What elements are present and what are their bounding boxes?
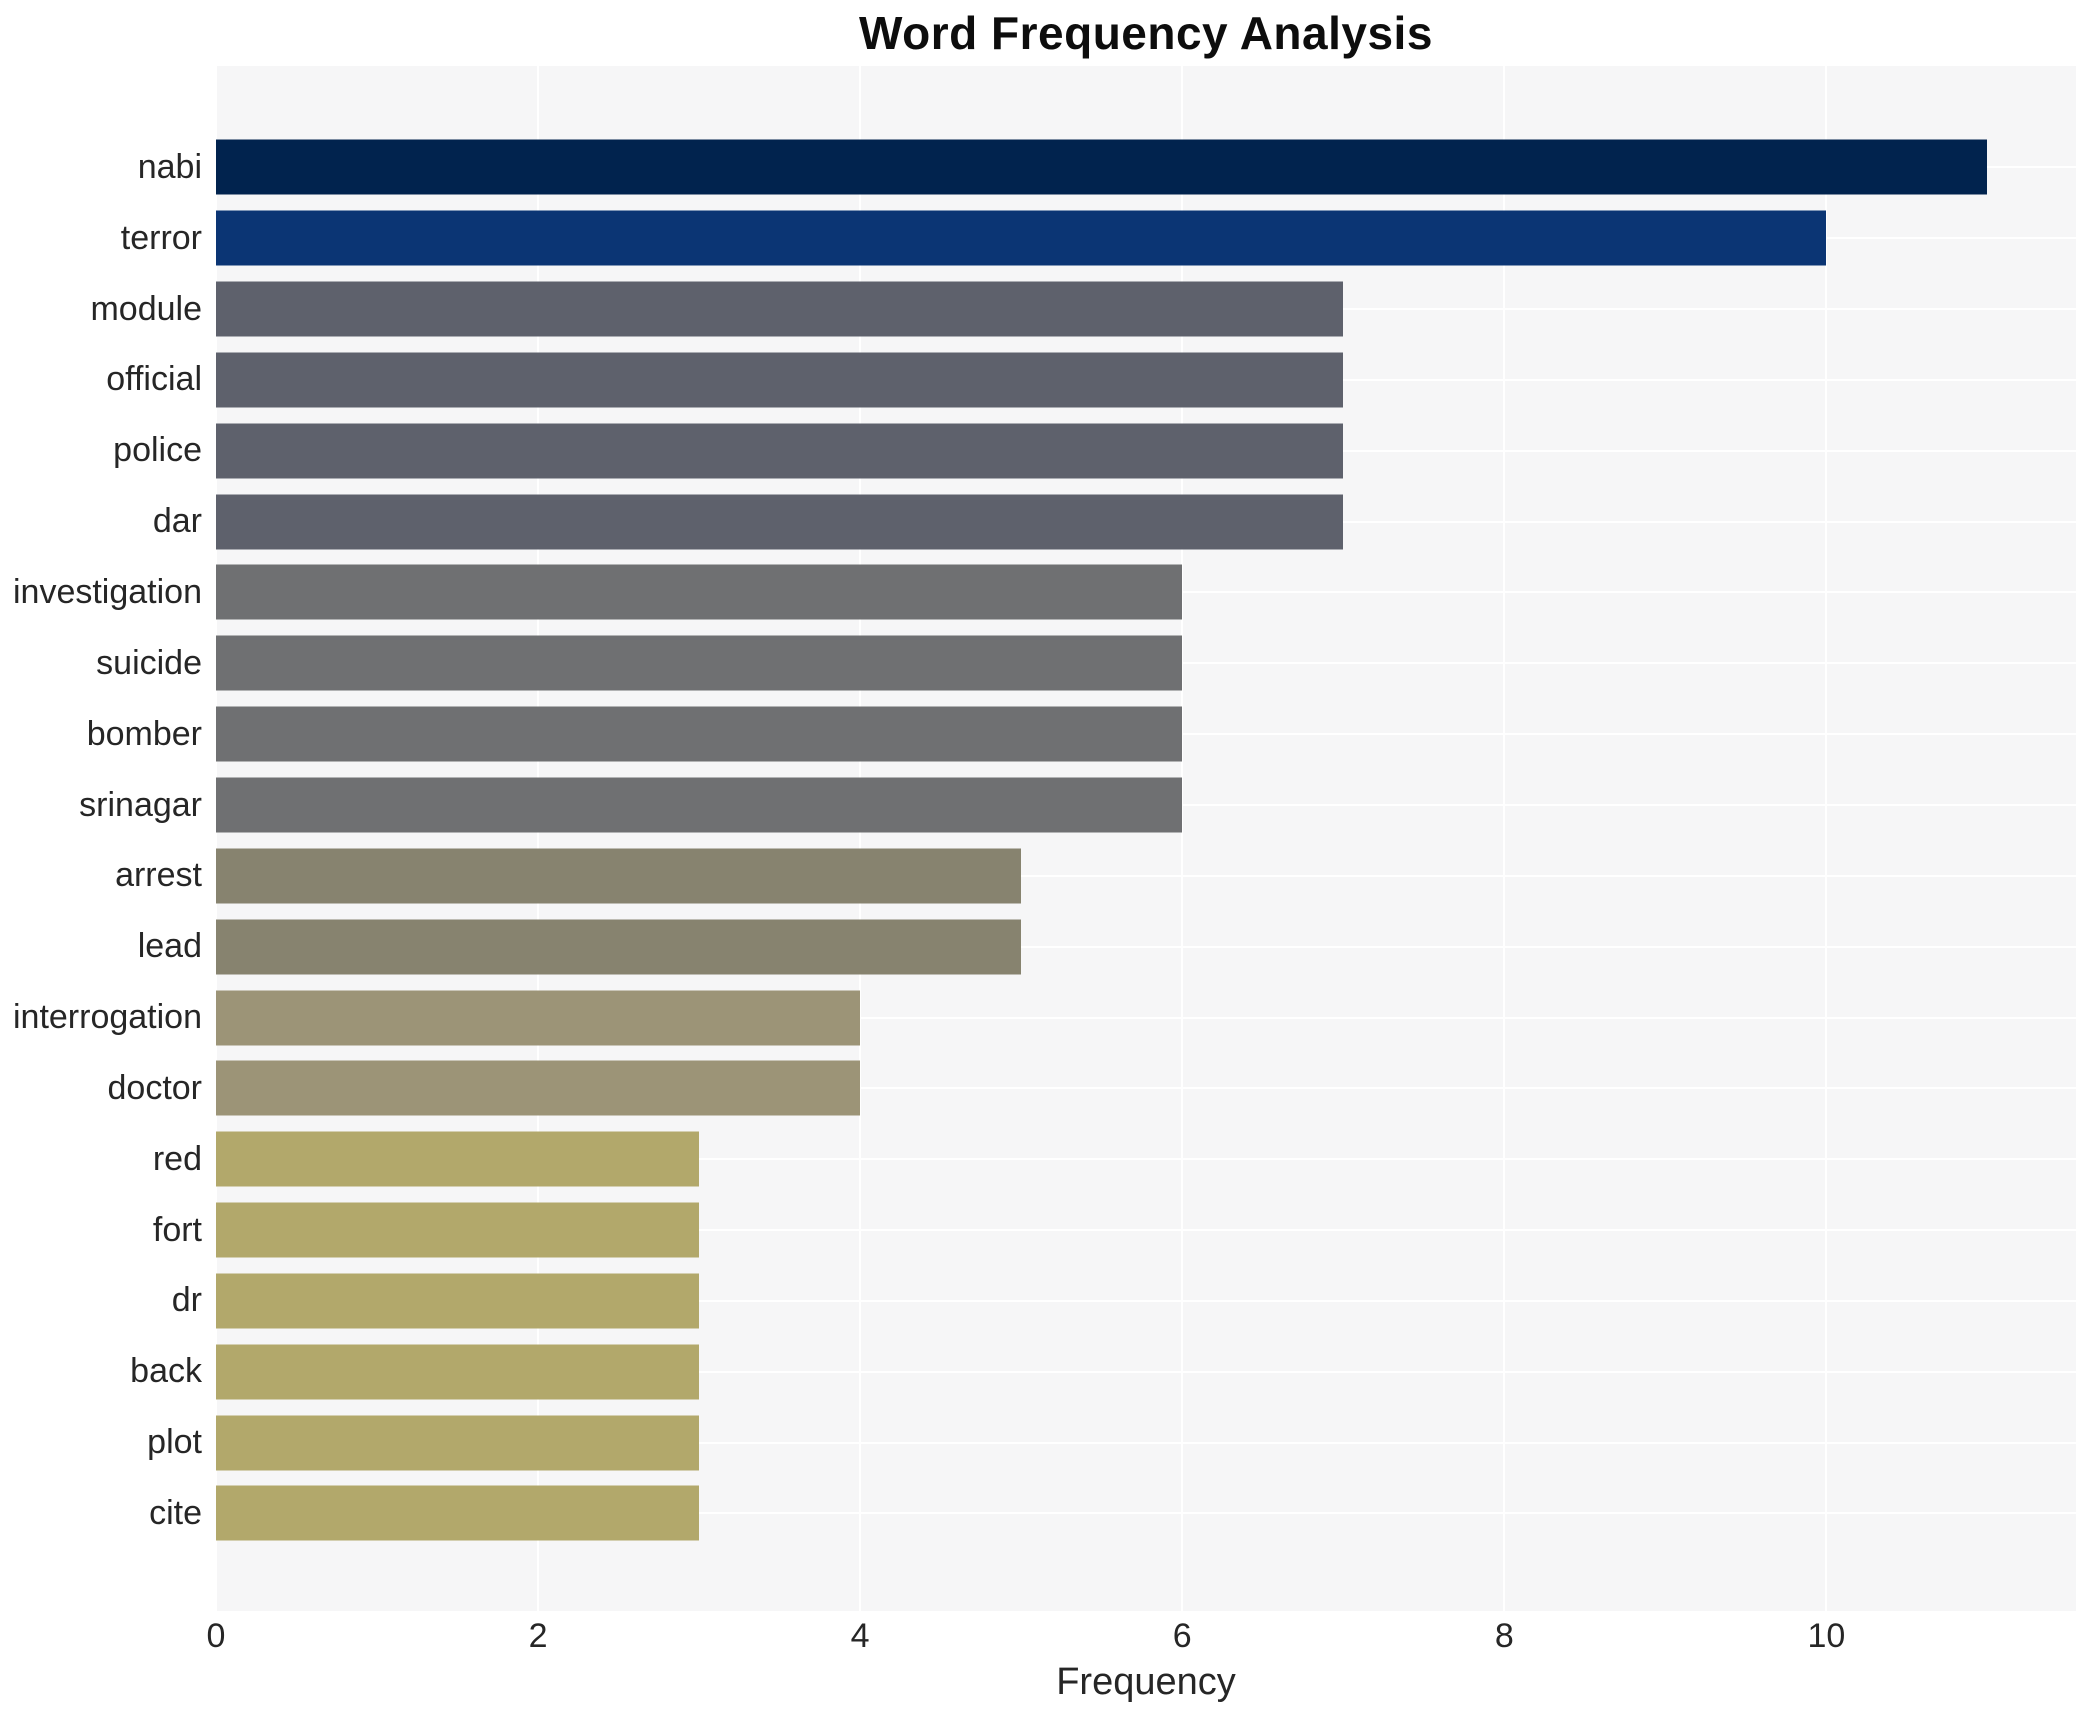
bar-row [216, 699, 2076, 770]
y-tick-label: module [90, 289, 202, 328]
y-tick-label: srinagar [79, 785, 202, 824]
bar-dr [216, 1273, 700, 1329]
x-tick-label: 10 [1807, 1617, 1846, 1655]
bar-row [216, 486, 2076, 557]
horizontal-gridline [216, 1087, 2076, 1090]
y-tick-label: fort [152, 1210, 202, 1249]
bar-investigation [216, 564, 1183, 620]
vertical-gridline [1181, 66, 1184, 1611]
y-tick-label: dr [171, 1281, 202, 1320]
y-tick-label: bomber [86, 714, 202, 753]
y-tick-label: cite [149, 1493, 202, 1532]
chart-title: Word Frequency Analysis [859, 7, 1433, 59]
y-tick-label: police [113, 431, 202, 470]
bar-row [216, 132, 2076, 203]
bar-row [216, 982, 2076, 1053]
y-tick-label: arrest [115, 856, 202, 895]
y-tick-label: dar [152, 502, 202, 541]
y-tick-label: back [130, 1352, 202, 1391]
x-tick-label: 2 [528, 1617, 548, 1655]
horizontal-gridline [216, 1299, 2076, 1302]
bar-arrest [216, 848, 1022, 904]
bar-plot [216, 1415, 700, 1471]
bar-row [216, 628, 2076, 699]
plot-area [215, 66, 2076, 1611]
y-axis-category-labels: nabi terror module official police dar investi… [0, 66, 202, 1611]
y-tick-label: investigation [12, 572, 202, 611]
bar-doctor [216, 1060, 861, 1116]
bar-official [216, 352, 1344, 408]
x-tick-label: 0 [206, 1617, 226, 1655]
bar-row [216, 274, 2076, 345]
bar-fort [216, 1202, 700, 1258]
bar-row [216, 1407, 2076, 1478]
bar-suicide [216, 635, 1183, 691]
bar-nabi [216, 139, 1988, 195]
y-tick-label: plot [147, 1423, 202, 1462]
horizontal-gridline [216, 1158, 2076, 1161]
horizontal-gridline [216, 1229, 2076, 1232]
bar-row [216, 557, 2076, 628]
bar-row [216, 770, 2076, 841]
bar-red [216, 1131, 700, 1187]
y-tick-label: doctor [107, 1068, 203, 1107]
y-tick-label: terror [120, 218, 202, 257]
y-tick-label: lead [137, 927, 202, 966]
bar-row [216, 345, 2076, 416]
y-tick-label: nabi [137, 147, 202, 186]
x-axis-tick-labels: 0 2 4 6 8 10 [207, 1617, 2076, 1661]
bar-srinagar [216, 777, 1183, 833]
bar-row [216, 911, 2076, 982]
vertical-gridline [1825, 66, 1828, 1611]
bar-interrogation [216, 990, 861, 1046]
horizontal-gridline [216, 1016, 2076, 1019]
bar-row [216, 415, 2076, 486]
bar-back [216, 1344, 700, 1400]
y-tick-label: red [152, 1139, 202, 1178]
bar-dar [216, 494, 1344, 550]
horizontal-gridline [216, 1512, 2076, 1515]
bar-row [216, 203, 2076, 274]
x-axis-label: Frequency [1056, 1661, 1236, 1703]
bar-bomber [216, 706, 1183, 762]
vertical-gridline [1503, 66, 1506, 1611]
x-tick-label: 4 [850, 1617, 870, 1655]
bar-police [216, 423, 1344, 479]
bar-terror [216, 210, 1827, 266]
vertical-gridline [537, 66, 540, 1611]
x-tick-label: 6 [1172, 1617, 1192, 1655]
bar-module [216, 281, 1344, 337]
y-tick-label: interrogation [12, 998, 202, 1037]
bar-row [216, 1266, 2076, 1337]
vertical-gridline [215, 66, 217, 1611]
bar-row [216, 1124, 2076, 1195]
bar-cite [216, 1485, 700, 1541]
vertical-gridline [859, 66, 862, 1611]
bar-row [216, 1195, 2076, 1266]
bar-row [216, 1336, 2076, 1407]
y-tick-label: official [106, 360, 202, 399]
bar-lead [216, 919, 1022, 975]
y-tick-label: suicide [96, 643, 202, 682]
bar-row [216, 1478, 2076, 1549]
bar-row [216, 1053, 2076, 1124]
horizontal-gridline [216, 1441, 2076, 1444]
bar-rows [216, 66, 2076, 1611]
horizontal-gridline [216, 874, 2076, 877]
horizontal-gridline [216, 1370, 2076, 1373]
horizontal-gridline [216, 945, 2076, 948]
x-tick-label: 8 [1494, 1617, 1514, 1655]
bar-row [216, 840, 2076, 911]
